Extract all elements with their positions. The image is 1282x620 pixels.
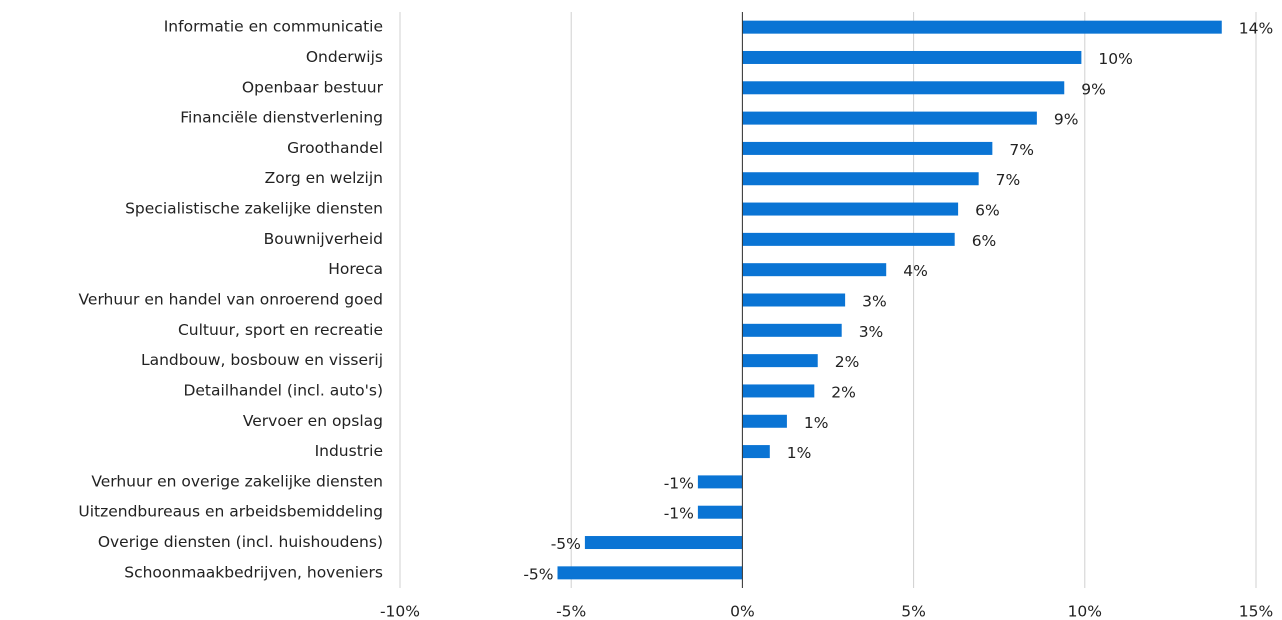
value-label: 14% — [1239, 20, 1273, 38]
value-label: 7% — [996, 171, 1021, 189]
x-tick-label: -10% — [380, 603, 420, 620]
value-label: 3% — [862, 293, 887, 311]
bar — [697, 505, 743, 519]
value-label: 9% — [1054, 111, 1079, 129]
category-label: Groothandel — [287, 139, 383, 157]
category-label: Verhuur en overige zakelijke diensten — [91, 472, 383, 490]
x-tick-label: 0% — [730, 603, 755, 620]
bar — [742, 202, 959, 216]
x-tick-label: 5% — [901, 603, 926, 620]
x-tick-label: 15% — [1239, 603, 1273, 620]
value-label: -5% — [551, 535, 581, 553]
category-label: Detailhandel (incl. auto's) — [183, 381, 383, 399]
value-label: 1% — [787, 444, 812, 462]
bar — [742, 414, 787, 428]
bar — [697, 475, 743, 489]
bar — [742, 293, 846, 307]
value-label: 6% — [972, 232, 997, 250]
x-tick-label: -5% — [556, 603, 586, 620]
category-label: Horeca — [328, 260, 383, 278]
bar — [742, 384, 815, 398]
bar — [742, 323, 842, 337]
category-label: Uitzendbureaus en arbeidsbemiddeling — [78, 503, 383, 521]
value-label: 9% — [1081, 80, 1106, 98]
value-label: 4% — [903, 262, 928, 280]
bar — [742, 81, 1065, 95]
bar — [742, 445, 770, 459]
value-label: -1% — [664, 505, 694, 523]
category-label: Industrie — [315, 442, 383, 460]
value-label: 3% — [859, 323, 884, 341]
category-label: Vervoer en opslag — [243, 412, 383, 430]
value-label: -5% — [523, 565, 553, 583]
category-label: Schoonmaakbedrijven, hoveniers — [124, 563, 383, 581]
value-label: 7% — [1009, 141, 1034, 159]
value-label: 1% — [804, 414, 829, 432]
x-tick-label: 10% — [1068, 603, 1102, 620]
value-label: 2% — [835, 353, 860, 371]
value-label: 10% — [1098, 50, 1132, 68]
bar — [742, 263, 887, 277]
category-label: Informatie en communicatie — [164, 18, 383, 36]
bar — [742, 141, 993, 155]
value-label: 6% — [975, 202, 1000, 220]
bar — [742, 354, 818, 368]
bar — [742, 232, 955, 246]
bar — [742, 111, 1037, 125]
bar — [742, 20, 1222, 34]
category-label: Financiële dienstverlening — [180, 109, 383, 127]
bar — [584, 536, 743, 550]
category-label: Verhuur en handel van onroerend goed — [79, 291, 383, 309]
category-label: Overige diensten (incl. huishoudens) — [98, 533, 383, 551]
bar — [742, 172, 979, 186]
category-label: Zorg en welzijn — [265, 169, 383, 187]
bar — [742, 50, 1082, 64]
bar — [557, 566, 743, 580]
category-label: Cultuur, sport en recreatie — [178, 321, 383, 339]
category-label: Onderwijs — [306, 48, 383, 66]
category-label: Landbouw, bosbouw en visserij — [141, 351, 383, 369]
category-label: Openbaar bestuur — [242, 78, 384, 96]
value-label: 2% — [831, 383, 856, 401]
value-label: -1% — [664, 474, 694, 492]
category-label: Bouwnijverheid — [264, 230, 383, 248]
category-label: Specialistische zakelijke diensten — [125, 200, 383, 218]
